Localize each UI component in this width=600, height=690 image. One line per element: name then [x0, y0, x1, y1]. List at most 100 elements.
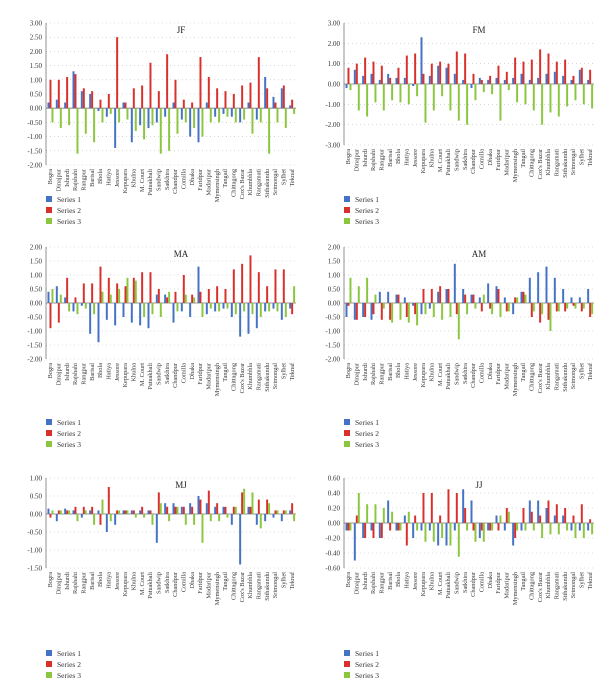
x-tick-label: Srimongal — [570, 572, 577, 598]
bar-series-1 — [214, 506, 217, 514]
bar-series-1 — [155, 294, 158, 303]
bar-series-2 — [372, 303, 375, 315]
y-tick-label: 0.50 — [328, 286, 341, 294]
legend-swatch — [344, 441, 350, 447]
bar-series-2 — [430, 63, 433, 84]
bar-series-1 — [470, 294, 473, 303]
bar-series-3 — [457, 84, 460, 121]
bar-series-1 — [205, 102, 208, 109]
x-tick-label: Patuakhali — [147, 169, 154, 196]
x-tick-label: Khumbhla — [545, 572, 552, 599]
x-tick-label: Kepupara — [420, 572, 427, 597]
x-tick-label: Kepupara — [420, 149, 427, 174]
bar-series-3 — [399, 303, 402, 320]
bar-series-3 — [234, 108, 237, 123]
x-tick-label: Rajshahi — [370, 572, 377, 594]
bar-series-3 — [349, 84, 352, 91]
bar-series-1 — [130, 303, 133, 323]
chart-panel-mj: 1.00 0.50 0.00 -0.50 -1.00 -1.50 MJ Bogra Dinajp… — [27, 475, 296, 680]
bar-series-3 — [366, 504, 369, 523]
bar-series-3 — [557, 523, 560, 535]
bar-series-1 — [370, 73, 373, 84]
x-tick-label: Madaripur — [206, 168, 213, 195]
x-tick-label: Kepupara — [420, 363, 427, 388]
bar-series-1 — [239, 303, 242, 337]
legend-swatch — [46, 441, 52, 447]
bar-series-1 — [487, 523, 490, 531]
x-tick-label: Teknaf — [289, 571, 296, 589]
y-tick-label: 2.50 — [30, 34, 43, 42]
bar-series-1 — [97, 510, 100, 514]
bar-series-3 — [507, 303, 510, 312]
bar-series-2 — [580, 67, 583, 84]
bar-series-2 — [274, 269, 277, 303]
x-tick-label: Jessore — [114, 169, 121, 187]
chart-title: AM — [472, 249, 487, 259]
bar-series-3 — [432, 303, 435, 317]
bar-series-2 — [266, 88, 269, 109]
chart-panel-jj: 0.60 0.40 0.20 0.00 -0.20 -0.40 -0.60 JJ Bogra Di… — [325, 475, 594, 680]
bar-series-1 — [47, 102, 50, 109]
bar-series-2 — [207, 289, 210, 303]
x-tick-label: Dhaka — [487, 572, 494, 589]
bar-series-2 — [355, 515, 358, 523]
bar-series-2 — [405, 303, 408, 317]
bar-series-1 — [172, 503, 175, 514]
bar-series-3 — [549, 303, 552, 331]
legend-label: Series 1 — [57, 418, 81, 427]
bar-series-3 — [184, 108, 187, 123]
bar-series-1 — [164, 503, 167, 514]
bar-series-2 — [224, 506, 227, 514]
bar-series-1 — [272, 514, 275, 518]
bar-series-3 — [499, 84, 502, 121]
bar-series-3 — [184, 294, 187, 303]
y-tick-label: 3.00 — [30, 20, 43, 28]
bar-series-2 — [174, 291, 177, 303]
bar-series-1 — [89, 510, 92, 514]
x-tick-label: Rangamati — [256, 363, 263, 391]
bar-series-1 — [80, 514, 83, 518]
chart-panel-fm: 3.00 2.00 1.00 0.00 -1.00 -2.00 -3.00 FM Bogra Di… — [325, 20, 594, 226]
x-tick-label: Chittagong — [529, 148, 536, 177]
bar-series-1 — [478, 77, 481, 84]
bar-series-3 — [441, 303, 444, 320]
bar-series-2 — [530, 59, 533, 84]
x-tick-label: M. Court — [437, 363, 444, 386]
bar-series-2 — [364, 303, 367, 317]
bar-series-2 — [364, 523, 367, 538]
bar-series-2 — [439, 61, 442, 84]
bar-series-2 — [199, 291, 202, 303]
x-tick-label: Faridpur — [197, 362, 204, 385]
bar-series-2 — [74, 74, 77, 109]
bar-series-3 — [566, 523, 569, 531]
bar-series-1 — [395, 77, 398, 84]
x-tick-label: Chandpur — [172, 362, 179, 388]
bar-series-2 — [99, 266, 102, 303]
x-tick-label: Cox's Bazar — [239, 362, 246, 393]
bar-series-1 — [587, 289, 590, 303]
bar-series-2 — [241, 263, 244, 303]
bar-series-2 — [414, 515, 417, 523]
bar-series-1 — [55, 514, 58, 522]
bar-series-2 — [57, 79, 60, 109]
bar-series-1 — [280, 88, 283, 109]
x-tick-label: Bhola — [97, 169, 104, 184]
bar-series-3 — [218, 514, 221, 522]
bar-series-2 — [389, 303, 392, 320]
bar-series-3 — [234, 506, 237, 514]
bar-series-2 — [472, 523, 475, 531]
bar-series-3 — [541, 523, 544, 538]
bar-series-1 — [164, 294, 167, 303]
bar-series-2 — [555, 303, 558, 312]
x-tick-label: Rajshahi — [72, 169, 79, 191]
legend-label: Series 2 — [57, 206, 81, 215]
bar-series-1 — [578, 297, 581, 303]
bar-series-3 — [201, 514, 204, 543]
y-tick-label: -0.40 — [325, 550, 340, 558]
bar-series-3 — [201, 303, 204, 317]
x-tick-label: Khulna — [131, 572, 138, 591]
bar-series-1 — [105, 108, 108, 117]
bar-series-3 — [466, 303, 469, 315]
legend-swatch — [46, 672, 52, 678]
bar-series-1 — [437, 291, 440, 303]
